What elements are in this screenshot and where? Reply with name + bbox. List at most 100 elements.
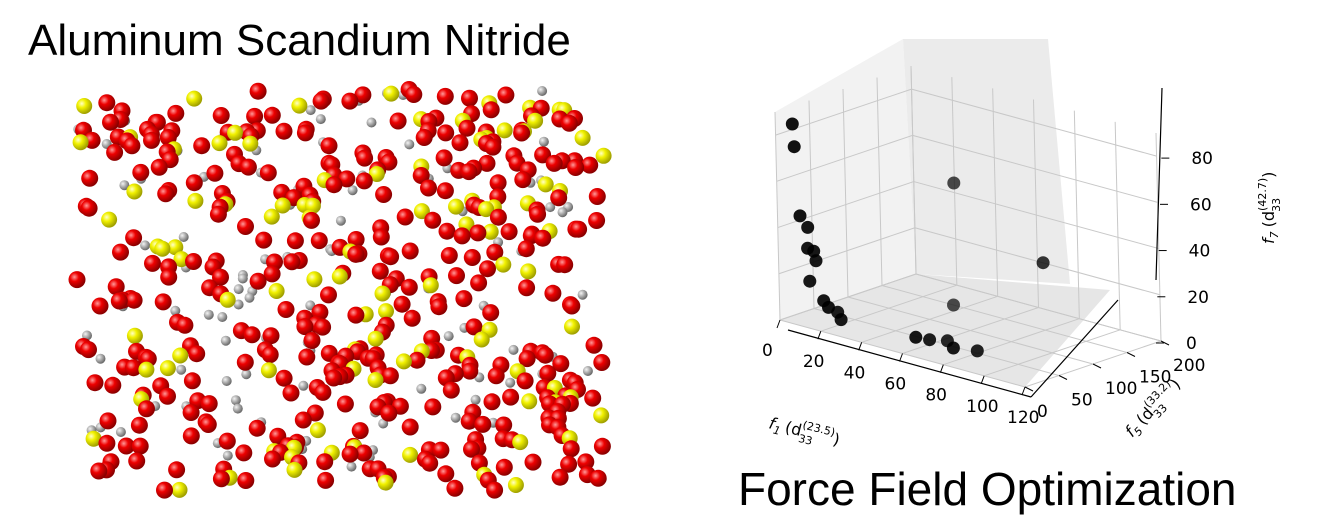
aluminum-atom [582,366,593,376]
scandium-atom [211,135,228,152]
nitrogen-atom [448,267,465,285]
nitrogen-atom [347,306,365,324]
nitrogen-atom [463,249,481,266]
aluminum-atom [176,364,187,375]
aluminum-atom [450,412,461,423]
nitrogen-atom [560,114,578,132]
scandium-atom [574,129,591,146]
y-tick [1160,340,1170,346]
x-axis-label: f1(d(23.5)33) [766,411,843,455]
aluminum-atom [347,185,358,196]
data-point [834,313,848,327]
nitrogen-atom [430,298,448,316]
nitrogen-atom [469,224,487,242]
nitrogen-atom [150,158,168,176]
nitrogen-atom [282,384,300,402]
data-point [801,220,815,234]
wall-gridline [1073,110,1080,319]
nitrogen-atom [212,107,230,124]
scandium-atom [422,277,439,294]
aluminum-atom [366,117,377,128]
z-axis-label: f7 (d(42.7)33) [1256,172,1283,244]
scandium-atom [564,318,580,335]
scandium-atom [478,201,495,218]
nitrogen-atom [513,124,531,142]
nitrogen-atom [102,113,119,131]
nitrogen-atom [436,182,454,200]
nitrogen-atom [458,119,476,137]
nitrogen-atom [310,232,328,250]
aluminum-atom [346,461,357,472]
scandium-atom [377,474,394,491]
scandium-atom [291,97,308,114]
data-point [970,344,984,358]
nitrogen-atom [412,167,430,184]
nitrogen-atom [563,297,581,315]
nitrogen-atom [486,243,504,261]
nitrogen-atom [185,253,202,270]
nitrogen-atom [437,124,455,142]
nitrogen-atom [106,143,124,161]
nitrogen-atom [486,481,504,499]
aluminum-atom [230,395,241,406]
scandium-atom [274,197,291,214]
scandium-atom [495,256,512,273]
nitrogen-atom [529,205,547,223]
data-point [947,176,961,190]
nitrogen-atom [112,243,129,261]
nitrogen-atom [336,395,354,413]
nitrogen-atom [372,228,390,246]
nitrogen-atom [263,106,281,124]
nitrogen-atom [237,472,255,489]
nitrogen-atom [239,158,257,176]
crystal-structure [68,81,612,499]
aluminum-atom [470,394,481,405]
y-tick-label: 150 [1139,368,1171,388]
scandium-atom [72,134,89,151]
nitrogen-atom [517,240,535,258]
nitrogen-atom [403,309,421,327]
z-tick-label: 80 [1191,149,1213,169]
aluminum-atom [404,139,415,150]
scandium-atom [101,211,118,228]
data-point [1036,256,1050,270]
data-point [793,209,807,223]
x-label-close: ) [831,429,842,449]
nitrogen-atom [168,461,186,479]
nitrogen-atom [90,462,108,480]
nitrogen-atom [320,137,338,155]
nitrogen-atom [396,208,414,226]
scandium-atom [286,461,303,478]
wall-gridline [1155,132,1162,342]
nitrogen-atom [479,260,496,278]
wall-gridline [808,100,815,309]
wall-gridline [775,88,912,136]
axis-lines [787,87,1163,398]
scandium-atom [520,263,537,280]
nitrogen-atom [104,376,122,394]
scandium-atom [227,124,244,141]
y-tick [1092,363,1102,369]
pane-back [903,39,1070,284]
nitrogen-atom [544,284,562,302]
nitrogen-atom [143,131,160,149]
aluminum-atom [241,369,252,380]
scandium-atom [402,446,419,463]
nitrogen-atom [487,367,505,385]
nitrogen-atom [277,301,295,318]
nitrogen-atom [424,211,442,229]
scandium-atom [219,291,236,308]
nitrogen-atom [482,101,500,119]
nitrogen-atom [159,387,176,405]
aluminum-atom [115,427,126,437]
wall-gridline [910,65,917,275]
aluminum-atom [315,114,326,125]
scandium-atom [595,147,612,164]
scandium-atom [367,372,384,388]
nitrogen-atom [320,286,337,304]
wall-gridline [992,88,999,297]
scandium-atom [309,422,326,439]
scandium-atom [448,198,464,215]
